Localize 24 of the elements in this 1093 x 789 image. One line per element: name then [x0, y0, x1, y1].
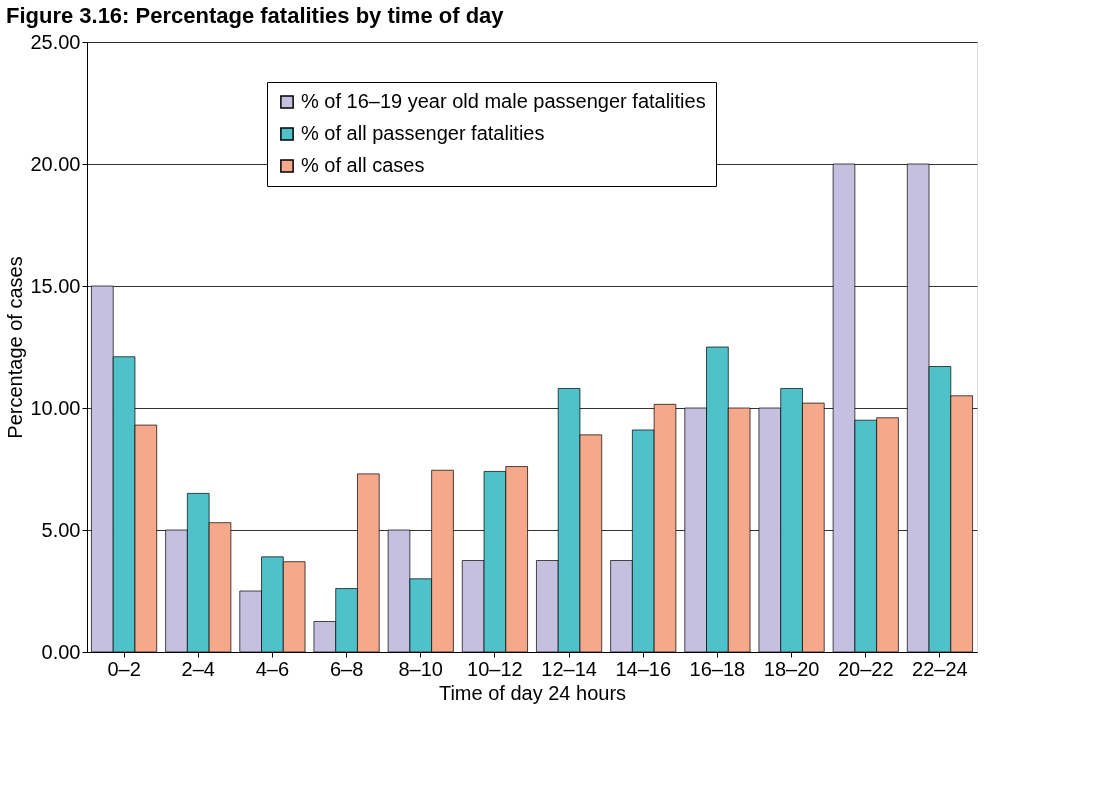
y-tick-label: 25.00	[30, 30, 81, 53]
y-tick-label: 20.00	[30, 152, 81, 175]
x-tick-label: 20–22	[837, 657, 894, 680]
x-tick-label: 18–20	[763, 657, 820, 680]
x-tick-label: 12–14	[541, 657, 597, 680]
x-tick-label: 16–18	[689, 657, 746, 680]
y-tick-label: 10.00	[30, 396, 81, 419]
legend-label: % of all passenger fatalities	[301, 122, 545, 144]
y-tick-label: 0.00	[41, 640, 81, 663]
y-tick-label: 5.00	[41, 518, 81, 541]
x-tick-label: 0–2	[107, 657, 141, 680]
x-tick-label: 8–10	[398, 657, 443, 680]
x-tick-label: 22–24	[912, 657, 968, 680]
chart-title: Figure 3.16: Percentage fatalities by time of day	[5, 3, 505, 28]
x-tick-label: 10–12	[467, 657, 523, 680]
legend-label: % of 16–19 year old male passenger fatalities	[301, 90, 706, 112]
y-axis-title: Percentage of cases	[4, 256, 27, 439]
x-tick-label: 14–16	[615, 657, 672, 680]
x-tick-label: 2–4	[181, 657, 215, 680]
x-axis-title: Time of day 24 hours	[438, 681, 627, 704]
x-tick-label: 6–8	[329, 657, 364, 680]
y-tick-label: 15.00	[30, 274, 81, 297]
x-tick-label: 4–6	[255, 657, 290, 680]
legend-label: % of all cases	[301, 154, 425, 176]
